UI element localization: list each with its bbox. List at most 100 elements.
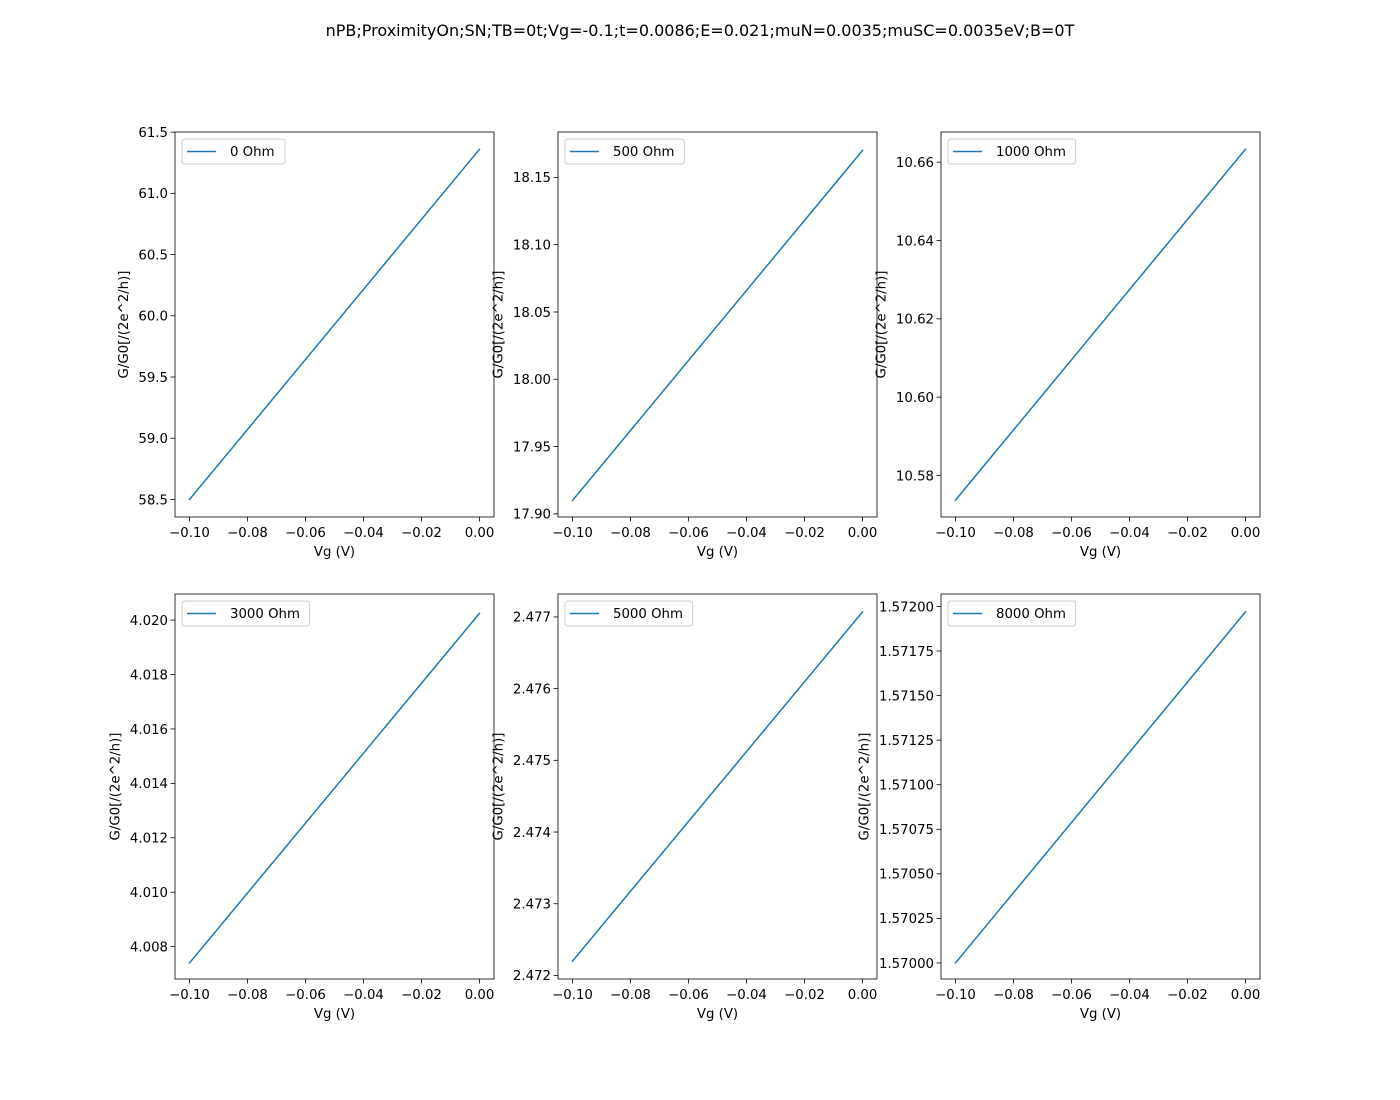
y-tick-label: 61.0 (138, 187, 168, 202)
legend-box (181, 138, 286, 165)
y-tick-label: 1.57150 (879, 689, 934, 704)
x-tick-label: −0.04 (726, 526, 767, 541)
series-line (954, 610, 1247, 965)
x-tick-label: −0.04 (343, 988, 384, 1003)
y-tick-label: 1.57175 (879, 645, 934, 660)
y-tick-label: 1.57025 (879, 912, 934, 927)
y-tick-label: 2.473 (513, 898, 551, 913)
subplot-6: −0.10 −0.08 −0.06 −0.04 −0.02 0.00 1.57000 1.57… (858, 593, 1261, 1022)
y-axis-label: G/G0[/(2e^2/h)] (117, 271, 132, 379)
x-tick-label: 0.00 (1231, 526, 1261, 541)
y-tick-label: 2.477 (513, 611, 551, 626)
y-tick-label: 60.5 (138, 248, 168, 263)
y-tick-label: 2.472 (513, 969, 551, 984)
y-tick-label: 59.5 (138, 371, 168, 386)
x-axis-label: Vg (V) (314, 1007, 355, 1022)
x-tick-label: −0.06 (668, 526, 709, 541)
y-axis-label: G/G0[/(2e^2/h)] (492, 733, 507, 841)
legend-label: 5000 Ohm (613, 607, 683, 622)
y-tick-label: 10.62 (896, 313, 934, 328)
legend-box (564, 600, 694, 627)
x-tick-label: −0.06 (1051, 526, 1092, 541)
x-axis-label: Vg (V) (697, 1007, 738, 1022)
y-tick-label: 4.018 (130, 668, 168, 683)
plot-area (175, 594, 494, 979)
axes-frame (174, 593, 495, 980)
y-tick-label: 4.008 (130, 940, 168, 955)
series-line (571, 149, 864, 502)
subplot-5: −0.10 −0.08 −0.06 −0.04 −0.02 0.00 2.472 2.473 2… (492, 593, 878, 1022)
legend-box (564, 138, 685, 165)
x-tick-label: −0.02 (1167, 988, 1208, 1003)
axes-frame (940, 131, 1261, 518)
x-tick-label: −0.10 (169, 526, 210, 541)
y-tick-label: 58.5 (138, 493, 168, 508)
x-axis-label: Vg (V) (697, 545, 738, 560)
y-tick-label: 2.474 (513, 826, 551, 841)
y-tick-label: 10.66 (896, 156, 934, 171)
subplot-4: −0.10 −0.08 −0.06 −0.04 −0.02 0.00 4.008 4.010 4… (109, 593, 495, 1022)
x-axis-label: Vg (V) (1080, 1007, 1121, 1022)
x-tick-label: −0.10 (169, 988, 210, 1003)
y-tick-label: 18.15 (513, 171, 551, 186)
x-tick-label: 0.00 (848, 988, 878, 1003)
x-tick-label: −0.02 (401, 988, 442, 1003)
y-tick-label: 18.00 (513, 373, 551, 388)
y-tick-label: 17.90 (513, 508, 551, 523)
y-tick-label: 10.60 (896, 391, 934, 406)
x-tick-label: −0.08 (610, 988, 651, 1003)
x-tick-label: 0.00 (465, 526, 495, 541)
y-tick-label: 1.57200 (879, 600, 934, 615)
x-tick-label: 0.00 (465, 988, 495, 1003)
legend-box (947, 600, 1077, 627)
legend-label: 8000 Ohm (996, 607, 1066, 622)
y-tick-label: 4.010 (130, 886, 168, 901)
legend-box (181, 600, 311, 627)
y-tick-label: 4.014 (130, 777, 168, 792)
axes-frame (174, 131, 495, 518)
x-tick-label: −0.02 (401, 526, 442, 541)
x-tick-label: −0.06 (1051, 988, 1092, 1003)
x-tick-label: −0.08 (993, 526, 1034, 541)
x-tick-label: −0.08 (227, 526, 268, 541)
y-tick-label: 18.10 (513, 238, 551, 253)
x-tick-label: −0.06 (668, 988, 709, 1003)
y-tick-label: 1.57125 (879, 734, 934, 749)
x-tick-label: −0.04 (726, 988, 767, 1003)
x-tick-label: −0.06 (285, 988, 326, 1003)
x-tick-label: −0.06 (285, 526, 326, 541)
y-axis-label: G/G0[/(2e^2/h)] (492, 271, 507, 379)
legend-label: 500 Ohm (613, 145, 674, 160)
y-tick-label: 4.012 (130, 832, 168, 847)
x-tick-label: −0.10 (935, 988, 976, 1003)
x-tick-label: −0.02 (1167, 526, 1208, 541)
x-tick-label: −0.08 (993, 988, 1034, 1003)
series-line (188, 148, 481, 501)
x-axis-label: Vg (V) (1080, 545, 1121, 560)
subplot-1: −0.10 −0.08 −0.06 −0.04 −0.02 0.00 58.5 59.0 59.… (117, 126, 495, 560)
series-line (571, 610, 864, 963)
y-tick-label: 4.016 (130, 723, 168, 738)
y-tick-label: 1.57000 (879, 957, 934, 972)
x-tick-label: −0.02 (784, 988, 825, 1003)
series-line (954, 148, 1247, 502)
legend-label: 0 Ohm (230, 145, 275, 160)
x-tick-label: −0.02 (784, 526, 825, 541)
x-tick-label: −0.10 (552, 526, 593, 541)
subplots-grid: −0.10 −0.08 −0.06 −0.04 −0.02 0.00 58.5 59.0 59.… (109, 126, 1261, 1022)
y-tick-label: 10.64 (896, 234, 934, 249)
x-tick-label: −0.08 (610, 526, 651, 541)
subplot-3: −0.10 −0.08 −0.06 −0.04 −0.02 0.00 10.58 10.60 1… (875, 131, 1261, 560)
y-tick-label: 4.020 (130, 614, 168, 629)
y-tick-label: 18.05 (513, 306, 551, 321)
legend-box (947, 138, 1077, 165)
y-tick-label: 1.57050 (879, 868, 934, 883)
axes-frame (557, 131, 878, 518)
x-tick-label: −0.04 (1109, 988, 1150, 1003)
legend-label: 3000 Ohm (230, 607, 300, 622)
y-axis-label: G/G0[/(2e^2/h)] (858, 733, 873, 841)
x-tick-label: −0.08 (227, 988, 268, 1003)
x-tick-label: −0.04 (343, 526, 384, 541)
y-tick-label: 17.95 (513, 440, 551, 455)
